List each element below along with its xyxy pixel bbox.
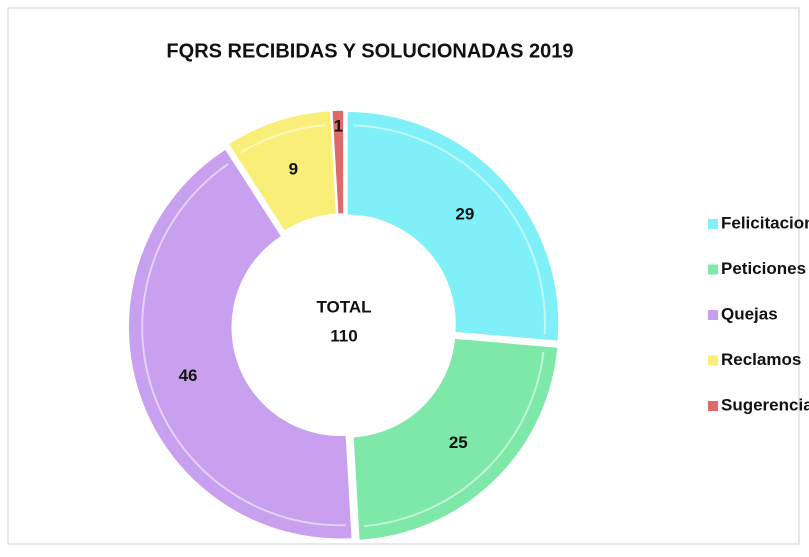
data-label: 46 <box>179 366 198 385</box>
legend-label: Sugerencias <box>721 395 809 414</box>
legend-label: Quejas <box>721 304 778 323</box>
donut-slice <box>352 337 559 542</box>
data-label: 25 <box>449 433 468 452</box>
center-value: 110 <box>330 326 357 345</box>
chart-title: FQRS RECIBIDAS Y SOLUCIONADAS 2019 <box>166 40 573 62</box>
legend-label: Reclamos <box>721 350 801 369</box>
legend-label: Felicitaciones <box>721 213 809 232</box>
data-label: 9 <box>289 160 298 179</box>
legend-marker <box>708 355 718 366</box>
data-label: 29 <box>455 205 474 224</box>
center-label: TOTAL <box>316 297 371 316</box>
legend-marker <box>708 401 718 411</box>
legend-marker <box>708 264 718 275</box>
slice-bevel <box>240 123 326 154</box>
slice-bevel <box>352 124 546 335</box>
donut-slice <box>227 109 338 233</box>
legend-label: Peticiones <box>721 259 806 278</box>
slice-bevel <box>141 163 346 527</box>
legend-marker <box>708 219 718 229</box>
donut-slice <box>346 110 560 343</box>
legend-marker <box>708 310 718 320</box>
data-label: 1 <box>334 117 343 136</box>
slice-bevel <box>363 351 545 528</box>
donut-slice <box>330 109 345 215</box>
donut-slice <box>127 147 354 540</box>
